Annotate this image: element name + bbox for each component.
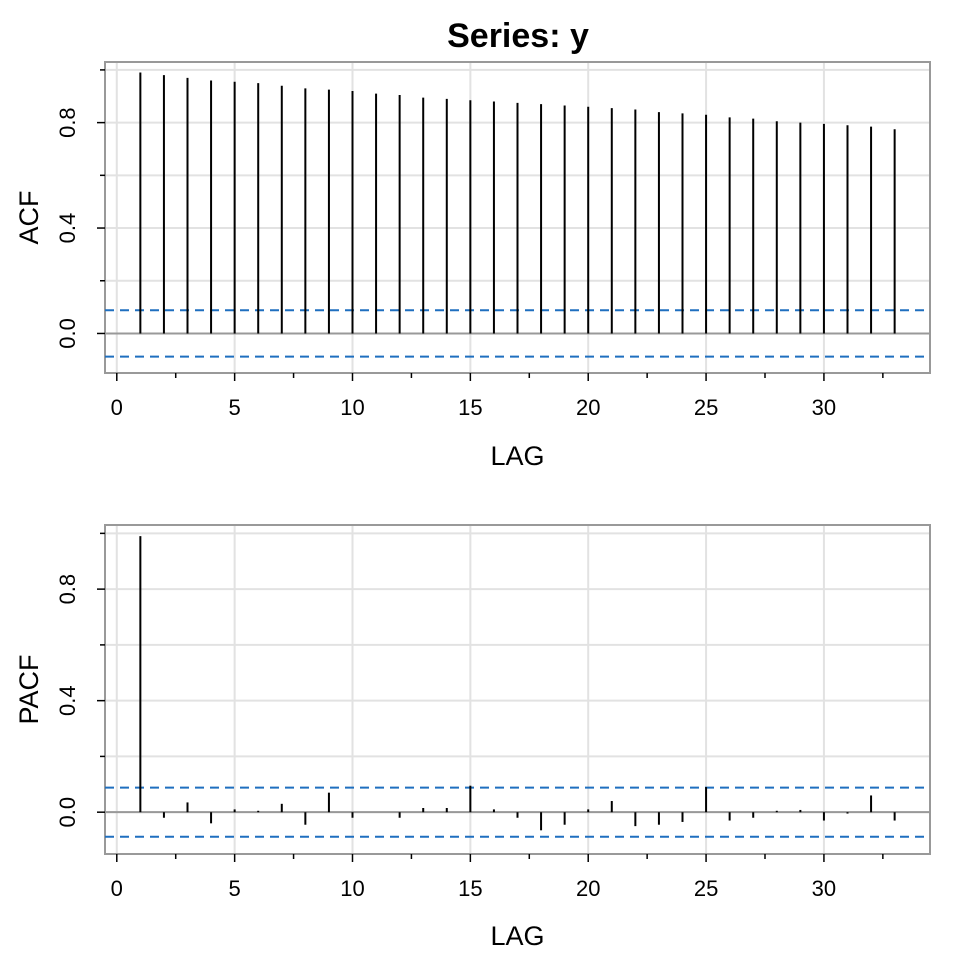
- pacf-x-tick-label: 30: [812, 876, 836, 901]
- acf-y-tick-label: 0.0: [55, 318, 80, 349]
- acf-x-tick-label: 10: [340, 395, 364, 420]
- acf-x-tick-label: 20: [576, 395, 600, 420]
- pacf-x-tick-label: 15: [458, 876, 482, 901]
- pacf-x-tick-label: 20: [576, 876, 600, 901]
- acf-x-tick-label: 15: [458, 395, 482, 420]
- pacf-y-tick-label: 0.0: [55, 797, 80, 828]
- acf-x-axis-label: LAG: [490, 441, 544, 471]
- acf-x-tick-label: 0: [111, 395, 123, 420]
- pacf-x-tick-label: 25: [694, 876, 718, 901]
- pacf-panel: 0 5 10 15 20 25 30 0.0 0.4 0.8 LAG PACF: [14, 524, 931, 951]
- pacf-plot-frame: [104, 524, 931, 855]
- acf-x-tick-label: 30: [812, 395, 836, 420]
- pacf-x-tick-label: 5: [229, 876, 241, 901]
- pacf-x-tick-label: 10: [340, 876, 364, 901]
- acf-y-axis-label: ACF: [14, 191, 44, 245]
- pacf-y-tick-label: 0.4: [55, 685, 80, 716]
- pacf-y-axis-label: PACF: [14, 654, 44, 724]
- acf-y-tick-label: 0.4: [55, 213, 80, 244]
- acf-y-tick-label: 0.8: [55, 107, 80, 138]
- acf-panel: 0 5 10 15 20 25 30 0.0 0.4 0.8 LAG ACF: [14, 61, 931, 471]
- chart-title: Series: y: [447, 17, 589, 55]
- acf-plot-frame: [104, 61, 931, 374]
- acf-x-tick-label: 25: [694, 395, 718, 420]
- acf-x-tick-label: 5: [229, 395, 241, 420]
- pacf-x-axis-label: LAG: [490, 921, 544, 951]
- pacf-y-tick-label: 0.8: [55, 574, 80, 605]
- pacf-x-tick-label: 0: [111, 876, 123, 901]
